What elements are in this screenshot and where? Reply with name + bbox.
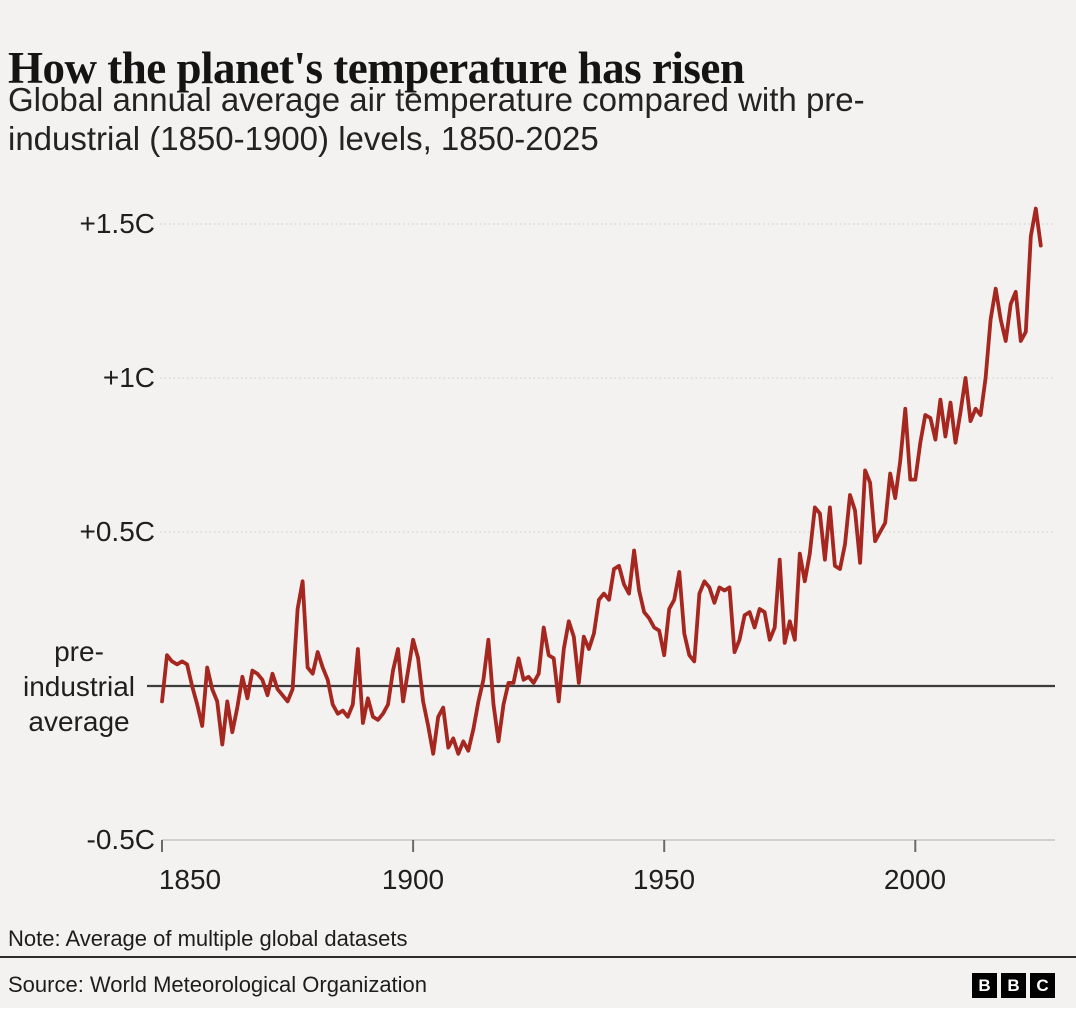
bbc-logo-block-b1: B bbox=[972, 973, 997, 998]
subtitle-line-1: Global annual average air temperature co… bbox=[8, 81, 865, 118]
y-tick-label-1-5c: +1.5C bbox=[79, 208, 156, 239]
footer-divider bbox=[0, 956, 1076, 958]
baseline-label: pre- industrial average bbox=[0, 634, 158, 739]
y-tick-label-minus-0-5c: -0.5C bbox=[86, 824, 155, 855]
bbc-logo-block-b2: B bbox=[1001, 973, 1026, 998]
x-tick-label-1900: 1900 bbox=[381, 864, 445, 895]
y-tick-label-0-5c: +0.5C bbox=[79, 516, 156, 547]
baseline-label-line-2: industrial bbox=[22, 671, 136, 702]
bbc-logo-block-c: C bbox=[1030, 973, 1055, 998]
x-tick-label-1850: 1850 bbox=[158, 864, 222, 895]
baseline-label-line-1: pre- bbox=[54, 636, 104, 667]
baseline-label-line-3: average bbox=[28, 706, 130, 737]
bbc-logo: B B C bbox=[972, 973, 1055, 998]
bottom-margin bbox=[0, 1008, 1076, 1018]
source-attribution: Source: World Meteorological Organizatio… bbox=[8, 972, 428, 997]
chart-subtitle: Global annual average air temperature co… bbox=[8, 80, 865, 158]
x-tick-label-2000: 2000 bbox=[883, 864, 947, 895]
x-tick-label-1950: 1950 bbox=[632, 864, 696, 895]
chart-note: Note: Average of multiple global dataset… bbox=[8, 926, 408, 951]
subtitle-line-2: industrial (1850-1900) levels, 1850-2025 bbox=[8, 120, 599, 157]
page-title: How the planet's temperature has risen bbox=[8, 43, 745, 94]
y-tick-label-1c: +1C bbox=[102, 362, 155, 393]
